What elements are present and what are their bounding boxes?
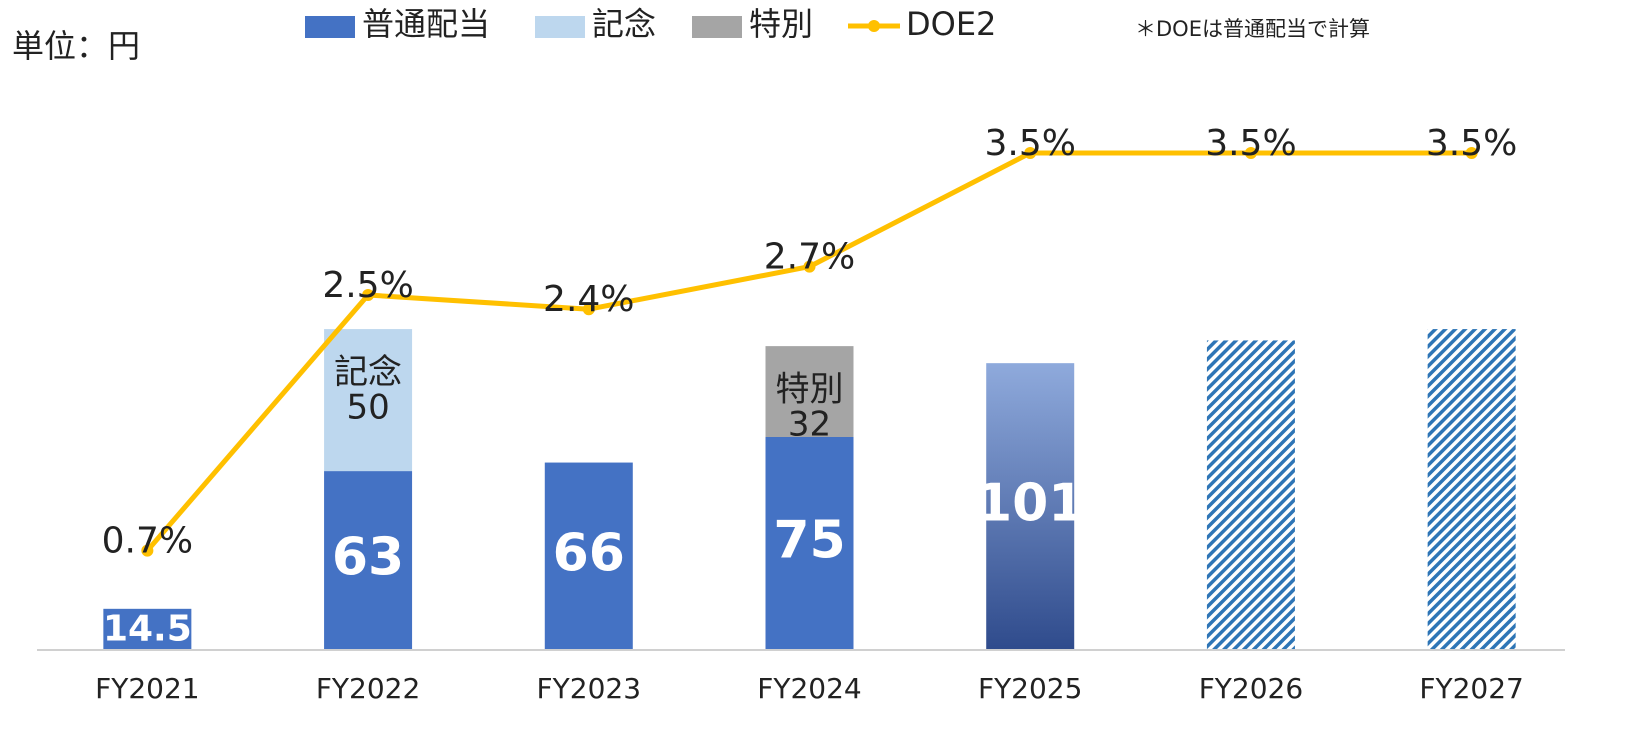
value-label: 3.5% <box>1426 123 1517 164</box>
legend-swatch <box>535 16 585 38</box>
line-marker <box>803 260 816 273</box>
legend-label: 普通配当 <box>362 5 490 43</box>
value-label: 14.5 <box>103 608 192 649</box>
legend-label: 特別 <box>749 5 813 43</box>
note: ＊DOEは普通配当で計算 <box>1135 17 1370 41</box>
value-label: 50 <box>346 388 389 428</box>
value-label: 66 <box>553 523 625 583</box>
x-tick-label: FY2022 <box>316 672 420 705</box>
unit-label: 単位：円 <box>12 27 140 65</box>
bar <box>765 346 854 437</box>
bar <box>986 363 1075 650</box>
value-label: 32 <box>788 405 831 445</box>
legend-label: 記念 <box>592 5 656 43</box>
legend-swatch <box>305 16 355 38</box>
line-marker <box>1465 147 1478 159</box>
bar <box>103 608 192 650</box>
line-marker <box>1024 147 1037 159</box>
segment-name: 特別 <box>776 370 844 410</box>
legend-label: DOE2 <box>906 5 996 43</box>
value-label: 2.5% <box>322 265 413 306</box>
value-label: 63 <box>332 528 404 588</box>
bar <box>324 471 413 650</box>
bar <box>765 437 854 650</box>
value-label: 2.4% <box>543 279 634 320</box>
x-tick-label: FY2026 <box>1199 672 1303 705</box>
value-label: 75 <box>773 511 845 571</box>
line-marker <box>1244 147 1257 159</box>
bar <box>1206 340 1295 650</box>
value-label: 101 <box>976 474 1085 534</box>
bar <box>1427 329 1516 650</box>
bar <box>324 329 413 472</box>
legend-marker <box>868 20 880 32</box>
legend-swatch <box>692 16 742 38</box>
value-label: 3.5% <box>984 123 1075 164</box>
x-tick-label: FY2024 <box>757 672 861 705</box>
value-label: 3.5% <box>1205 123 1296 164</box>
line-marker <box>141 544 154 557</box>
x-tick-label: FY2021 <box>95 672 199 705</box>
x-tick-label: FY2025 <box>978 672 1082 705</box>
line-marker <box>582 303 595 316</box>
value-label: 0.7% <box>102 521 193 562</box>
line-marker <box>362 289 375 301</box>
bar <box>544 462 633 650</box>
x-tick-label: FY2027 <box>1419 672 1523 705</box>
x-tick-label: FY2023 <box>537 672 641 705</box>
value-label: 2.7% <box>764 237 855 278</box>
segment-name: 記念 <box>334 353 402 393</box>
